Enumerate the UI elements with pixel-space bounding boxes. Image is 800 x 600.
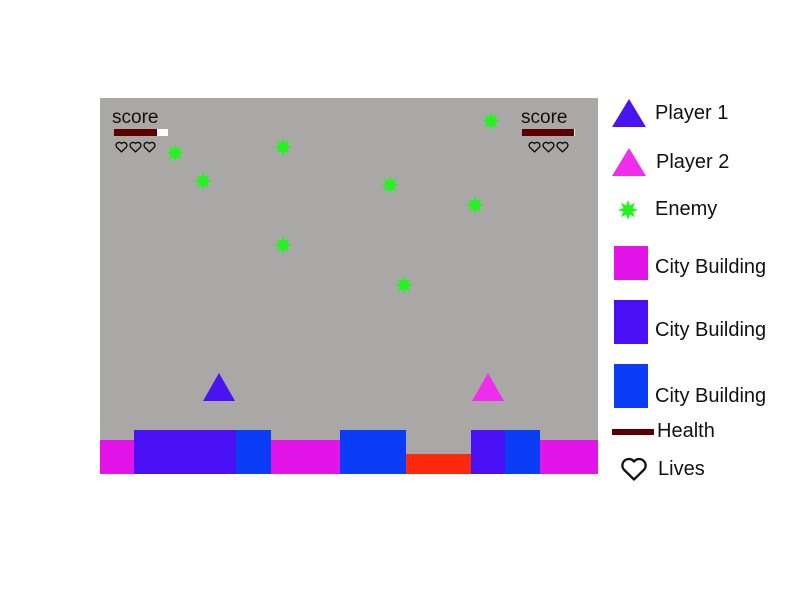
legend-city-building-blue: City Building <box>600 364 766 408</box>
player2-health-fill <box>522 129 574 136</box>
player1-hud: score <box>112 108 172 153</box>
enemy-icon <box>194 172 212 190</box>
legend-label: Enemy <box>655 198 718 220</box>
player1-lives <box>115 141 172 153</box>
game-field: score score <box>100 98 598 474</box>
player1-score-label: score <box>112 107 159 128</box>
legend-label: City Building <box>655 255 767 278</box>
player2-lives <box>528 141 581 153</box>
player2-score-label: score <box>521 107 568 128</box>
player2-health-bar <box>522 129 575 136</box>
destroyed-ground <box>406 454 471 474</box>
heart-icon <box>129 141 142 153</box>
legend-city-building-magenta: City Building <box>600 246 766 280</box>
enemy-icon <box>274 236 292 254</box>
player2-ship <box>471 372 505 402</box>
enemy-icon <box>466 196 484 214</box>
legend-health: Health <box>600 420 715 443</box>
enemy-icon <box>482 112 500 130</box>
legend-label: City Building <box>655 384 767 407</box>
enemy-icon <box>166 144 184 162</box>
heart-icon <box>115 141 128 153</box>
city-building-magenta <box>271 440 340 474</box>
enemy-icon <box>395 276 413 294</box>
legend-label: Health <box>657 420 715 442</box>
city-building-blue <box>340 430 406 474</box>
legend-label: Player 1 <box>655 101 729 124</box>
legend-player2: Player 2 <box>600 147 729 177</box>
heart-icon <box>542 141 555 153</box>
player1-health-fill <box>114 129 158 136</box>
health-swatch <box>612 428 654 435</box>
legend-lives: Lives <box>600 456 705 482</box>
city-building-blue <box>236 430 271 474</box>
building-swatch-blue <box>614 364 648 408</box>
enemy-icon <box>381 176 399 194</box>
city-building-magenta <box>100 440 134 474</box>
heart-icon <box>528 141 541 153</box>
building-swatch-magenta <box>614 246 648 280</box>
heart-icon <box>620 456 650 482</box>
legend: Player 1 Player 2 Enemy City Building Ci… <box>600 96 800 496</box>
player1-ship <box>202 372 236 402</box>
legend-label: Lives <box>658 457 705 480</box>
heart-icon <box>143 141 156 153</box>
city-building-violet <box>134 430 236 474</box>
legend-label: City Building <box>655 318 767 341</box>
legend-city-building-violet: City Building <box>600 300 766 344</box>
enemy-icon <box>618 199 638 220</box>
enemy-icon <box>274 138 292 156</box>
player2-hud: score <box>521 108 581 153</box>
legend-enemy: Enemy <box>600 198 717 221</box>
city-building-violet <box>471 430 505 474</box>
building-swatch-violet <box>614 300 648 344</box>
player1-health-bar <box>114 129 168 136</box>
blue-triangle-icon <box>610 98 648 128</box>
city-building-magenta <box>540 440 598 474</box>
legend-label: Player 2 <box>656 150 730 173</box>
pink-triangle-icon <box>610 147 648 177</box>
city-building-blue <box>505 430 540 474</box>
heart-icon <box>556 141 569 153</box>
legend-player1: Player 1 <box>600 98 728 128</box>
